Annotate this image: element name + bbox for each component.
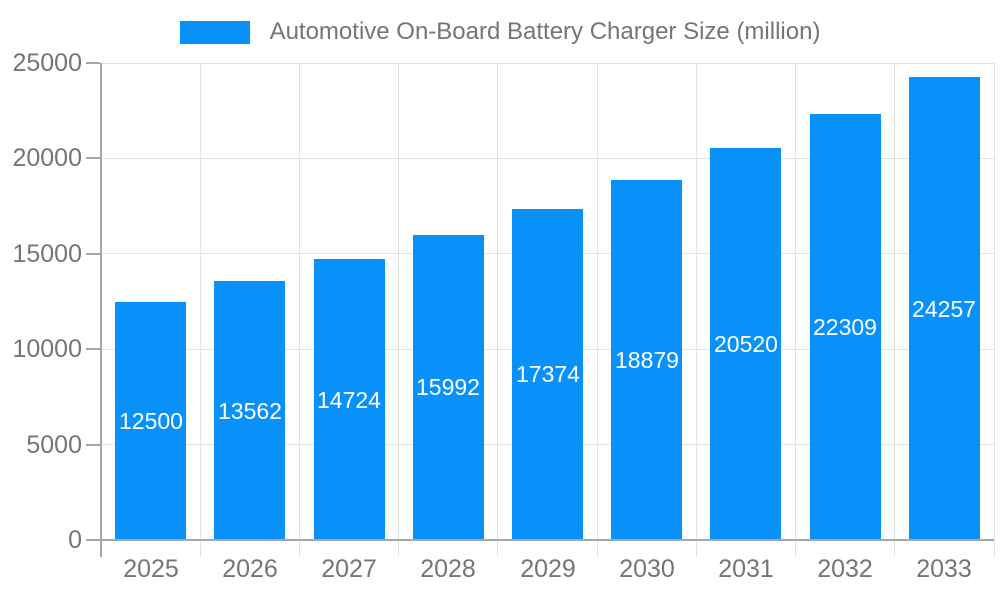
y-tick-label: 15000 (12, 239, 82, 268)
x-tick-label: 2033 (916, 555, 972, 583)
bar-value-label: 14724 (317, 387, 381, 413)
x-gridline (795, 63, 797, 557)
y-gridline (101, 62, 994, 64)
y-tick-label: 0 (68, 526, 82, 554)
x-tick-label: 2025 (123, 555, 179, 583)
x-gridline (199, 63, 201, 557)
bar-value-label: 24257 (912, 296, 976, 322)
y-tick-label: 5000 (26, 430, 82, 459)
bar-value-label: 18879 (615, 347, 679, 373)
x-axis-line (86, 539, 994, 541)
bar (710, 148, 781, 540)
y-tick-label: 25000 (12, 49, 82, 77)
x-gridline (993, 63, 995, 557)
bar (909, 77, 980, 540)
x-tick-label: 2027 (321, 555, 377, 583)
bar-value-label: 13562 (218, 398, 282, 424)
bar-value-label: 20520 (714, 331, 778, 357)
bar-value-label: 17374 (516, 361, 580, 387)
x-gridline (298, 63, 300, 557)
bar-value-label: 12500 (119, 408, 183, 434)
legend-label: Automotive On-Board Battery Charger Size… (269, 18, 821, 45)
x-gridline (695, 63, 697, 557)
legend: Automotive On-Board Battery Charger Size… (0, 16, 1000, 48)
x-tick-label: 2028 (420, 555, 476, 583)
bar (413, 234, 484, 540)
y-tick-label: 10000 (12, 335, 82, 364)
x-gridline (497, 63, 499, 557)
x-gridline (398, 63, 400, 557)
bar (611, 179, 682, 540)
y-tick-label: 20000 (12, 144, 82, 173)
bar-value-label: 22309 (813, 314, 877, 340)
bar (810, 114, 881, 540)
legend-swatch (179, 20, 250, 44)
y-tick-mark (86, 62, 100, 64)
y-tick-mark (86, 443, 100, 446)
x-tick-label: 2030 (619, 555, 675, 583)
y-axis-line (100, 63, 102, 557)
y-tick-mark (86, 252, 100, 255)
bar (512, 208, 583, 540)
x-tick-label: 2029 (520, 555, 576, 583)
bar-value-label: 15992 (416, 374, 480, 400)
bar (314, 259, 385, 540)
x-tick-label: 2026 (222, 555, 278, 583)
y-tick-mark (86, 157, 100, 160)
x-tick-label: 2031 (718, 555, 774, 583)
x-tick-label: 2032 (817, 555, 873, 583)
bar (115, 301, 186, 540)
x-gridline (894, 63, 896, 557)
x-gridline (596, 63, 598, 557)
bar (214, 281, 285, 540)
y-gridline (101, 157, 994, 159)
y-tick-mark (86, 348, 100, 351)
